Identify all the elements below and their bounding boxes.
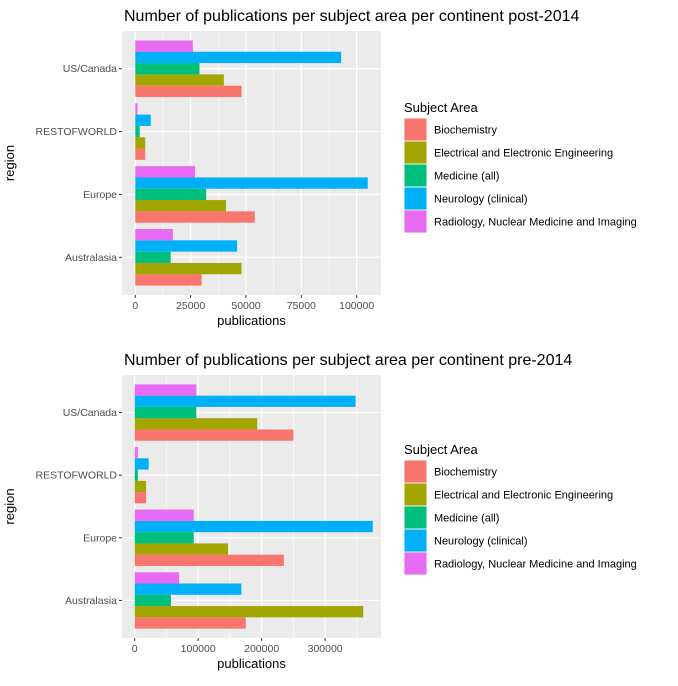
legend-label: Medicine (all) <box>434 513 499 525</box>
bar-europe-3 <box>135 188 207 201</box>
x-axis-title: publications <box>217 656 286 671</box>
legend-label: Biochemistry <box>434 467 497 479</box>
bar-australasia-4 <box>135 240 238 252</box>
bar-europe-3 <box>134 532 194 544</box>
x-tick-label: 100000 <box>339 300 374 312</box>
legend-label: Neurology (clinical) <box>434 536 528 548</box>
x-tick-label: 50000 <box>231 300 260 312</box>
bar-restofworld-3 <box>135 125 140 138</box>
legend-swatch <box>404 552 427 575</box>
bar-australasia-1 <box>135 274 202 286</box>
bar-restofworld-2 <box>135 137 146 149</box>
legend-swatch <box>404 460 427 483</box>
bar-us-canada-2 <box>135 74 224 86</box>
x-tick-label: 75000 <box>287 300 316 312</box>
y-axis-title: region <box>2 488 17 524</box>
bar-us-canada-1 <box>134 429 294 441</box>
chart-panel-2: Australasia Europe RESTOFWORLD US/Canada 0 10… <box>2 352 637 671</box>
bar-europe-4 <box>134 520 373 533</box>
legend-label: Radiology, Nuclear Medicine and Imaging <box>434 217 637 229</box>
bar-europe-2 <box>134 543 229 555</box>
bar-australasia-5 <box>134 572 180 584</box>
y-tick-label: RESTOFWORLD <box>36 126 118 138</box>
bar-australasia-1 <box>134 617 246 629</box>
legend-swatch <box>404 210 427 233</box>
legend-label: Electrical and Electronic Engineering <box>434 490 613 502</box>
x-tick-label: 25000 <box>176 300 205 312</box>
legend-label: Medicine (all) <box>434 171 499 183</box>
y-axis-title: region <box>2 145 17 181</box>
y-tick-label: Europe <box>83 532 117 544</box>
x-tick-label: 200000 <box>244 643 279 655</box>
chart-title: Number of publications per subject area … <box>124 352 572 369</box>
legend-swatch <box>404 187 427 210</box>
bar-europe-1 <box>135 211 255 223</box>
bar-us-canada-3 <box>134 406 197 419</box>
legend-label: Electrical and Electronic Engineering <box>434 148 613 160</box>
y-tick-label: Australasia <box>65 595 117 607</box>
legend-swatch <box>404 141 427 164</box>
chart-title: Number of publications per subject area … <box>124 8 579 25</box>
bar-europe-5 <box>135 166 196 178</box>
x-tick-label: 0 <box>132 300 138 312</box>
legend-label: Radiology, Nuclear Medicine and Imaging <box>434 559 637 571</box>
x-tick-label: 0 <box>132 643 138 655</box>
bar-europe-1 <box>134 554 284 566</box>
bar-restofworld-2 <box>134 480 147 493</box>
legend-swatch <box>404 506 427 529</box>
bar-australasia-3 <box>135 251 171 263</box>
bar-us-canada-3 <box>135 63 200 75</box>
x-axis-title: publications <box>217 313 286 328</box>
bar-australasia-3 <box>134 594 171 607</box>
bar-europe-4 <box>135 177 368 189</box>
bar-us-canada-4 <box>134 395 356 407</box>
bar-us-canada-1 <box>135 85 242 97</box>
bar-europe-2 <box>135 200 227 212</box>
x-tick-label: 100000 <box>181 643 216 655</box>
x-tick-label: 300000 <box>308 643 343 655</box>
bar-us-canada-4 <box>135 51 342 64</box>
bar-australasia-2 <box>134 606 364 618</box>
legend-title: Subject Area <box>404 100 478 115</box>
chart-panel-1: Australasia Europe RESTOFWORLD US/Canada 0 25… <box>2 8 637 328</box>
bar-restofworld-5 <box>135 103 138 115</box>
bar-restofworld-5 <box>134 447 138 459</box>
bar-restofworld-4 <box>134 458 149 470</box>
bar-us-canada-5 <box>135 40 193 52</box>
y-tick-label: RESTOFWORLD <box>36 470 118 482</box>
y-tick-label: US/Canada <box>63 63 117 75</box>
bar-restofworld-1 <box>134 492 147 504</box>
bar-restofworld-4 <box>135 114 151 126</box>
legend-label: Neurology (clinical) <box>434 194 528 206</box>
bar-restofworld-1 <box>135 148 146 160</box>
legend-title: Subject Area <box>404 442 478 457</box>
legend-swatch <box>404 164 427 187</box>
legend-swatch <box>404 483 427 506</box>
bar-restofworld-3 <box>134 469 138 481</box>
legend-swatch <box>404 118 427 141</box>
legend-swatch <box>404 529 427 552</box>
y-tick-label: Australasia <box>65 252 117 264</box>
bar-australasia-4 <box>134 583 242 595</box>
legend-label: Biochemistry <box>434 125 497 137</box>
y-tick-label: US/Canada <box>63 407 117 419</box>
bar-australasia-2 <box>135 262 242 275</box>
bar-us-canada-5 <box>134 384 197 396</box>
bar-europe-5 <box>134 509 194 521</box>
bar-us-canada-2 <box>134 418 258 430</box>
bar-australasia-5 <box>135 229 173 241</box>
y-tick-label: Europe <box>83 189 117 201</box>
